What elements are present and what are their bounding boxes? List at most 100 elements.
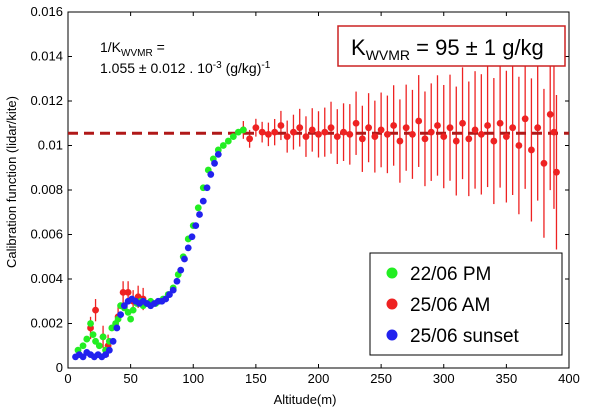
data-point <box>550 128 558 136</box>
data-point <box>109 337 117 345</box>
data-point <box>214 151 222 158</box>
x-tick-label: 150 <box>245 371 267 386</box>
data-point <box>79 353 87 361</box>
data-point <box>252 124 260 132</box>
y-axis-label: Calibration function (lidar/kite) <box>4 96 19 268</box>
data-point <box>327 124 335 132</box>
data-point <box>162 295 170 303</box>
data-point <box>95 342 103 350</box>
y-tick-label: 0.008 <box>30 182 63 197</box>
data-point <box>207 171 215 178</box>
data-point <box>521 115 529 123</box>
data-point <box>308 126 316 134</box>
data-point <box>333 133 341 141</box>
x-tick-label: 250 <box>370 371 392 386</box>
data-point <box>396 137 404 145</box>
data-point <box>352 119 360 127</box>
data-point <box>173 277 181 285</box>
data-point <box>477 130 485 138</box>
data-point <box>127 315 135 323</box>
k-value-box: KWVMR = 95 ± 1 g/kg <box>337 25 566 67</box>
data-point <box>484 122 491 129</box>
data-point <box>184 244 192 252</box>
data-point <box>490 137 498 145</box>
data-point <box>92 306 99 314</box>
data-point <box>427 128 435 136</box>
data-point <box>371 133 379 141</box>
data-point <box>509 124 517 132</box>
x-tick-label: 350 <box>496 371 518 386</box>
data-point <box>377 126 385 134</box>
data-point <box>271 128 279 136</box>
data-point <box>277 122 285 129</box>
data-point <box>502 133 510 141</box>
data-point <box>120 302 128 310</box>
data-point <box>188 233 196 241</box>
data-point <box>199 197 207 205</box>
data-point <box>166 291 173 298</box>
x-tick-label: 50 <box>123 371 137 386</box>
legend: 22/06 PM 25/06 AM 25/06 sunset <box>369 252 563 356</box>
data-point <box>258 128 266 136</box>
data-point <box>239 126 247 134</box>
data-point <box>452 137 460 145</box>
data-point <box>224 137 232 145</box>
y-tick-label: 0 <box>56 360 63 375</box>
data-point <box>446 124 454 132</box>
data-point <box>87 320 94 327</box>
data-point <box>79 342 87 350</box>
legend-label: 22/06 PM <box>410 264 491 285</box>
data-point <box>296 124 304 132</box>
inverse-k-line2: 1.055 ± 0.012 . 10-3 (g/kg)-1 <box>100 60 271 76</box>
legend-marker <box>386 267 398 279</box>
x-tick-label: 100 <box>182 371 204 386</box>
data-point <box>246 135 254 143</box>
data-point <box>471 126 479 134</box>
data-point <box>181 255 188 263</box>
y-tick-label: 0.012 <box>30 93 63 108</box>
data-point <box>117 311 125 318</box>
data-point <box>365 124 372 132</box>
data-point <box>465 135 473 143</box>
y-axis-ticks: 0 0.002 0.004 0.006 0.008 0.01 0.012 0.014 0.016 <box>30 4 569 375</box>
data-point <box>99 333 107 341</box>
x-tick-label: 200 <box>308 371 330 386</box>
x-tick-label: 0 <box>64 371 71 386</box>
data-point <box>105 346 113 354</box>
y-tick-label: 0.016 <box>30 4 63 19</box>
legend-label: 25/06 AM <box>410 295 490 316</box>
data-point <box>194 204 202 212</box>
x-tick-label: 400 <box>558 371 580 386</box>
data-point <box>283 133 291 141</box>
data-point <box>219 142 227 149</box>
data-point <box>83 335 91 343</box>
data-point <box>102 351 109 359</box>
x-axis-label: Altitude(m) <box>274 392 337 407</box>
data-point <box>415 117 423 125</box>
data-point <box>383 130 391 138</box>
x-tick-label: 300 <box>433 371 455 386</box>
data-point <box>89 331 97 339</box>
data-point <box>211 159 218 167</box>
data-point <box>546 110 554 118</box>
data-point <box>459 119 466 127</box>
y-tick-label: 0.014 <box>30 49 63 64</box>
data-point <box>421 135 429 143</box>
data-point <box>409 130 416 138</box>
data-point <box>534 124 542 132</box>
y-tick-label: 0.004 <box>30 271 63 286</box>
data-point <box>203 184 211 192</box>
data-point <box>177 266 185 274</box>
data-point <box>229 133 237 141</box>
data-point <box>290 128 297 136</box>
data-point <box>302 133 310 141</box>
data-point <box>196 211 203 218</box>
data-point <box>340 128 347 136</box>
data-point <box>390 122 398 129</box>
y-tick-label: 0.01 <box>38 138 63 153</box>
data-point <box>129 306 137 314</box>
data-point <box>540 159 548 167</box>
data-point <box>402 124 410 132</box>
data-point <box>92 337 99 345</box>
data-point <box>113 324 121 332</box>
